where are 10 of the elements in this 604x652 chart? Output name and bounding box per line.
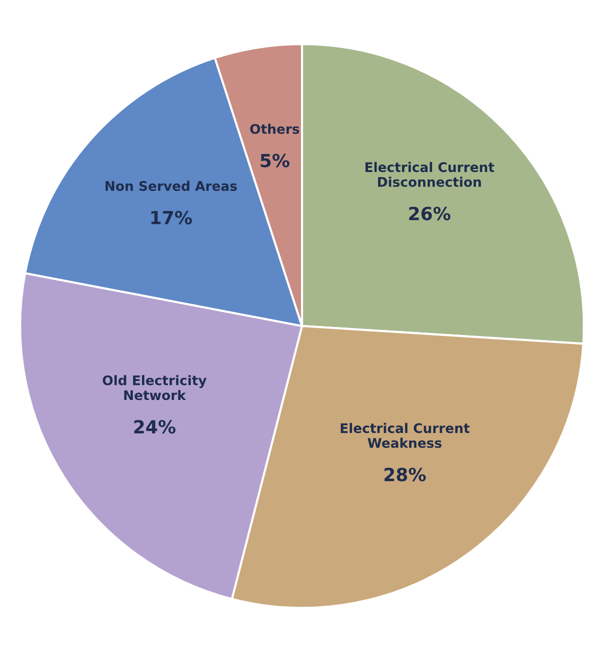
slice-label: Electrical Current Disconnection	[365, 162, 494, 187]
slice-label: Others	[250, 124, 300, 134]
slice-label: Old Electricity Network	[102, 375, 207, 400]
data-label: 26%	[409, 206, 450, 220]
data-label: 17%	[151, 210, 192, 224]
slice-label: Non Served Areas	[106, 180, 237, 191]
data-label: 24%	[134, 420, 176, 434]
data-label: 28%	[384, 468, 426, 482]
slice-label: Electrical Current Weakness	[340, 422, 470, 448]
data-label: 5%	[260, 154, 290, 168]
